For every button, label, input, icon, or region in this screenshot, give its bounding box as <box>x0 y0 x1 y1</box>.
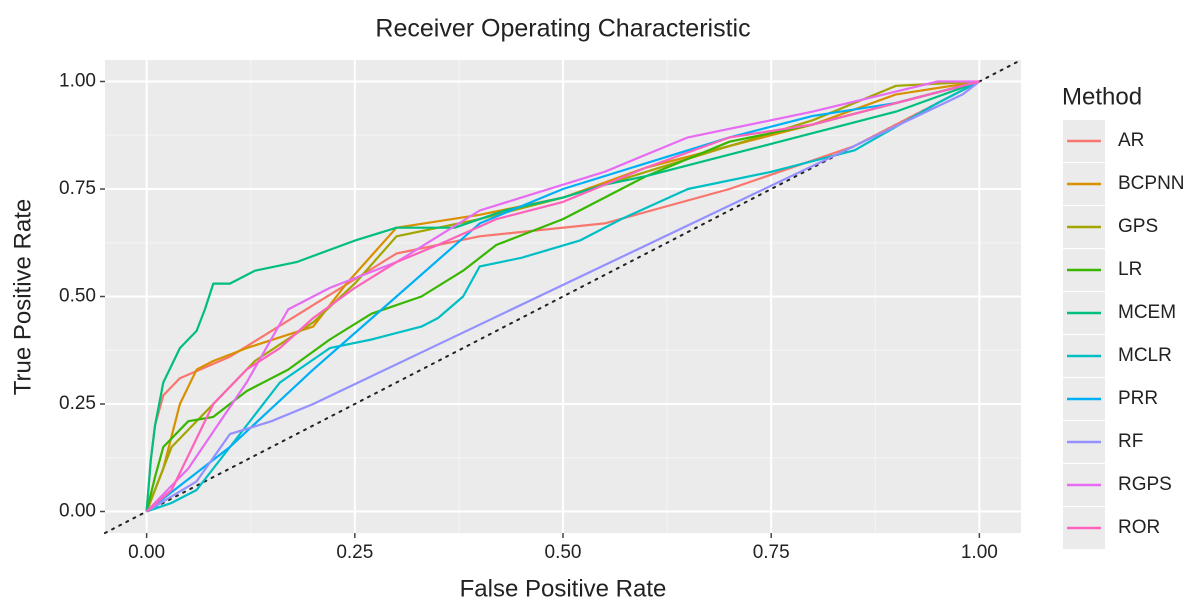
x-axis-title: False Positive Rate <box>460 575 667 601</box>
legend-label: MCEM <box>1118 302 1176 323</box>
y-tick-label: 1.00 <box>59 71 96 92</box>
roc-line <box>145 80 980 512</box>
y-tick-label: 0.75 <box>59 178 96 199</box>
legend-label: RF <box>1118 431 1143 452</box>
x-tick-label: 0.25 <box>336 542 373 563</box>
legend-label: BCPNN <box>1118 173 1185 194</box>
x-tick-label: 1.00 <box>961 542 998 563</box>
roc-line <box>146 80 980 513</box>
roc-line <box>145 80 980 513</box>
legend-label: GPS <box>1118 216 1158 237</box>
roc-line <box>145 80 980 512</box>
roc-line <box>146 80 981 513</box>
legend-label: RGPS <box>1118 474 1172 495</box>
legend-label: AR <box>1118 130 1144 151</box>
x-tick-label: 0.75 <box>753 542 790 563</box>
roc-line <box>145 80 980 512</box>
y-tick-label: 0.25 <box>59 393 96 414</box>
x-tick-label: 0.00 <box>128 542 165 563</box>
y-tick-label: 0.50 <box>59 286 96 307</box>
roc-line <box>145 80 980 513</box>
x-tick-label: 0.50 <box>545 542 582 563</box>
chart-title: Receiver Operating Characteristic <box>375 15 750 43</box>
legend-label: ROR <box>1118 517 1160 538</box>
y-tick-label: 0.00 <box>59 501 96 522</box>
legend-label: PRR <box>1118 388 1158 409</box>
legend-label: LR <box>1118 259 1142 280</box>
y-axis-title: True Positive Rate <box>9 199 36 396</box>
roc-line <box>145 80 980 513</box>
legend-label: MCLR <box>1118 345 1172 366</box>
legend-title: Method <box>1062 83 1142 110</box>
